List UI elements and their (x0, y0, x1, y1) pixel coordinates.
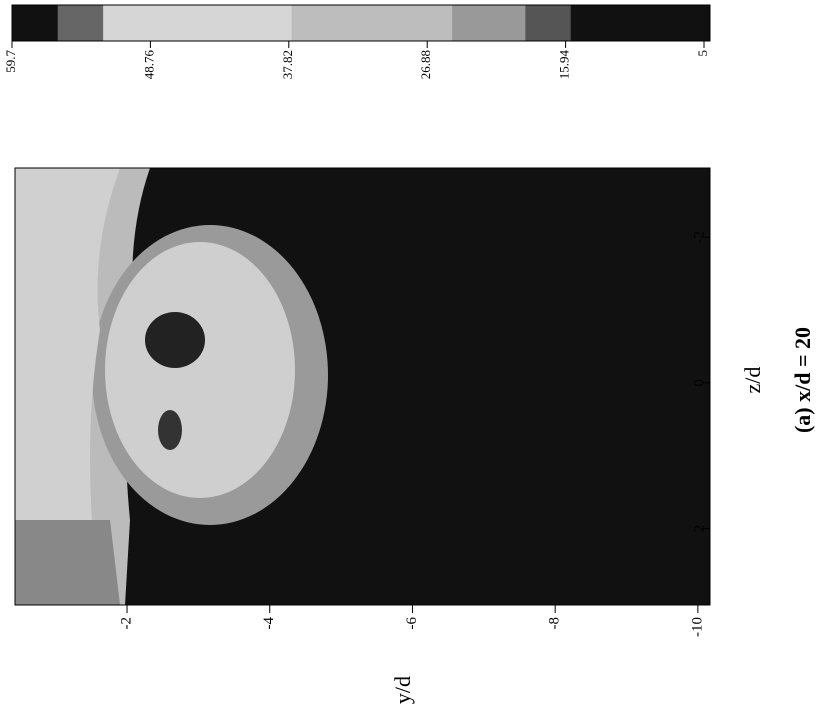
x-tick-label: 2 (691, 525, 707, 533)
colorbar-tick-label: 48.76 (141, 50, 156, 80)
contour-field (15, 168, 710, 605)
caption: (a) x/d = 20 (790, 327, 815, 433)
colorbar-tick-label: 26.88 (418, 50, 433, 79)
x-tick-label: -2 (691, 231, 707, 244)
y-axis-label: y/d (390, 676, 415, 704)
y-tick-label: -10 (689, 617, 705, 637)
y-tick-label: -6 (404, 617, 420, 630)
colorbar-tick-label: 15.94 (557, 50, 572, 80)
y-tick-label: -8 (547, 617, 563, 630)
y-tick-label: -4 (261, 617, 277, 630)
colorbar-tick-label: 37.82 (280, 50, 295, 79)
colorbar-tick-label: 59.7 (3, 50, 18, 73)
y-tick-label: -2 (118, 617, 134, 630)
plot-frame (14, 167, 711, 606)
colorbar (11, 4, 711, 42)
x-tick-label: 0 (691, 379, 707, 387)
x-axis-label: z/d (740, 367, 765, 394)
colorbar-tick-label: 5 (695, 50, 710, 57)
